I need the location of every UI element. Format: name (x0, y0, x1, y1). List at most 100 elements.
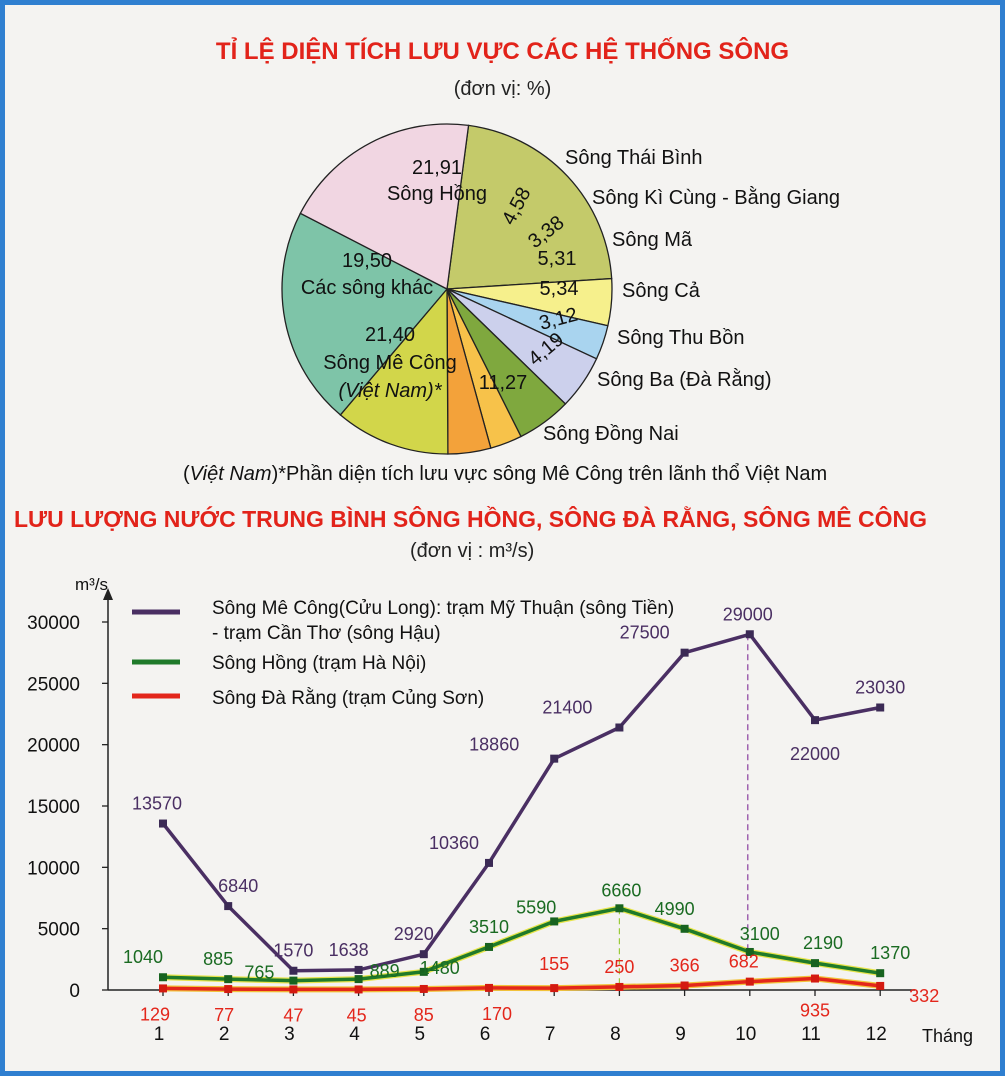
data-label: 85 (414, 1005, 434, 1025)
legend-label: - trạm Cần Thơ (sông Hậu) (212, 623, 441, 644)
x-tick-label: 4 (349, 1024, 360, 1045)
data-point (485, 858, 493, 867)
data-point (289, 976, 298, 985)
data-point (550, 917, 559, 926)
pie-slice-label: Sông Thái Bình (565, 147, 703, 169)
x-tick-label: 9 (675, 1024, 686, 1045)
legend-label: Sông Mê Công(Cửu Long): trạm Mỹ Thuận (s… (212, 598, 674, 619)
data-point (159, 973, 167, 982)
data-point (745, 630, 754, 639)
data-label: 129 (140, 1004, 170, 1024)
data-label: 45 (347, 1005, 367, 1025)
data-label: 29000 (723, 604, 773, 624)
data-point (680, 924, 689, 933)
pie-value-label: 5,31 (538, 248, 577, 270)
data-label: 3100 (740, 924, 780, 944)
data-label: 13570 (132, 794, 182, 814)
pie-slice (446, 124, 613, 290)
data-point (615, 982, 624, 991)
data-point (550, 754, 559, 763)
y-tick-label: 25000 (27, 674, 80, 695)
pie-value-label: 5,34 (540, 278, 579, 300)
data-point (745, 977, 754, 986)
pie-slice-label: Sông Đồng Nai (543, 423, 679, 445)
legend-label: Sông Đà Rằng (trạm Củng Sơn) (212, 687, 484, 709)
data-point (354, 965, 363, 974)
data-label: 2190 (803, 933, 843, 953)
data-point (289, 966, 298, 975)
data-point (159, 819, 167, 828)
data-label: 4990 (655, 899, 695, 919)
data-point (811, 959, 819, 968)
data-point (354, 975, 363, 984)
pie-slice (299, 123, 470, 291)
data-label: 6840 (218, 876, 258, 896)
pie-slice-label: Sông Hồng (387, 183, 487, 205)
data-label: 765 (244, 963, 274, 983)
data-label: 1638 (329, 940, 369, 960)
pie-value-label: 21,91 (412, 157, 462, 179)
x-tick-label: 10 (735, 1024, 756, 1045)
pie-slice-label: Sông Thu Bồn (617, 327, 745, 349)
data-point (811, 716, 819, 725)
data-point (419, 950, 428, 959)
y-axis-unit: m³/s (75, 575, 108, 594)
data-label: 18860 (469, 735, 519, 755)
y-axis-arrow (103, 588, 113, 600)
data-point (419, 967, 428, 976)
data-point (615, 723, 624, 732)
y-tick-label: 10000 (27, 858, 80, 879)
data-label: 23030 (855, 677, 905, 697)
x-axis-unit: Tháng (922, 1026, 973, 1046)
data-label: 2920 (394, 924, 434, 944)
x-tick-label: 11 (801, 1024, 821, 1045)
data-label: 935 (800, 1001, 830, 1021)
data-label: 22000 (790, 744, 840, 764)
x-tick-label: 7 (545, 1024, 556, 1045)
series-line (162, 906, 881, 983)
pie-slice-label: Sông Mã (612, 229, 693, 251)
data-point (876, 969, 885, 978)
pie-title: TỈ LỆ DIỆN TÍCH LƯU VỰC CÁC HỆ THỐNG SÔN… (215, 38, 790, 65)
y-tick-label: 5000 (38, 920, 80, 941)
data-point (289, 985, 298, 994)
x-tick-label: 2 (219, 1024, 230, 1045)
data-label: 6660 (601, 880, 641, 900)
data-point (354, 985, 363, 994)
data-label: 885 (203, 949, 233, 969)
pie-slice (281, 212, 449, 416)
data-point (876, 981, 885, 990)
data-label: 27500 (620, 623, 670, 643)
pie-value-label: 19,50 (342, 250, 392, 272)
data-label: 10360 (429, 833, 479, 853)
y-tick-label: 0 (69, 981, 80, 1002)
data-label: 3510 (469, 917, 509, 937)
data-point (811, 974, 819, 983)
data-label: 250 (604, 957, 634, 977)
y-tick-label: 30000 (27, 613, 80, 634)
data-label: 682 (729, 952, 759, 972)
pie-footnote: (Việt Nam)*Phần diện tích lưu vực sông M… (183, 463, 828, 485)
line-title: LƯU LƯỢNG NƯỚC TRUNG BÌNH SÔNG HỒNG, SÔN… (14, 506, 927, 532)
data-label: 1480 (420, 958, 460, 978)
data-point (680, 981, 689, 990)
x-tick-label: 6 (480, 1024, 491, 1045)
data-label: 366 (670, 956, 700, 976)
data-label: 1370 (870, 943, 910, 963)
pie-value-label: 21,40 (365, 324, 415, 346)
data-point (485, 942, 493, 951)
x-tick-label: 8 (610, 1024, 621, 1045)
pie-slice-label: (Việt Nam)* (339, 380, 443, 402)
data-label: 47 (283, 1005, 303, 1025)
data-label: 5590 (516, 897, 556, 917)
data-label: 155 (539, 954, 569, 974)
pie-slice-label: Các sông khác (301, 277, 433, 299)
data-point (159, 984, 167, 993)
data-label: 332 (909, 986, 939, 1006)
x-tick-label: 5 (415, 1024, 426, 1045)
data-point (745, 947, 754, 956)
pie-unit: (đơn vị: %) (453, 78, 552, 100)
data-label: 889 (370, 961, 400, 981)
data-label: 1040 (123, 947, 163, 967)
